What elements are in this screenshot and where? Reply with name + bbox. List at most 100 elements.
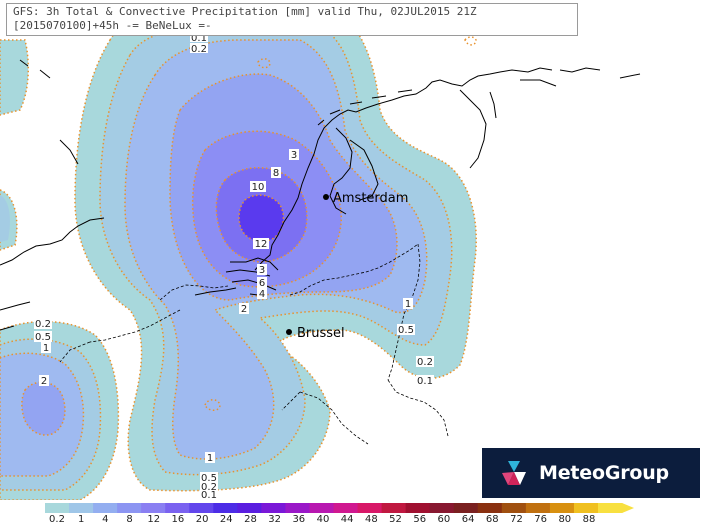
colorbar-tick-label: 12	[147, 514, 161, 525]
contour-label-1-east: 1	[403, 298, 413, 310]
colorbar-swatch	[573, 503, 599, 513]
contour-label-2-left: 2	[39, 375, 49, 387]
contour-label-0.5-east: 0.5	[397, 324, 415, 336]
contour-labels: 0.1 0.2 3 8 10 12	[34, 32, 434, 500]
colorbar-swatch	[309, 503, 335, 513]
coastlines	[0, 59, 641, 331]
meteogroup-logo: MeteoGroup	[482, 448, 700, 498]
contour-label-0.1-top: 0.1	[190, 32, 208, 44]
colorbar-tick-label: 52	[389, 514, 402, 525]
colorbar-tick-label: 4	[102, 514, 109, 525]
colorbar-arrow-icon	[622, 503, 635, 513]
contour-label-1-bottom: 1	[205, 452, 215, 464]
contour-label-text: 0.1	[417, 376, 433, 387]
contour-label-0.2-left: 0.2	[34, 318, 52, 330]
map-title-box: GFS: 3h Total & Convective Precipitation…	[6, 3, 578, 36]
colorbar-swatch	[285, 503, 310, 513]
colorbar-swatch	[189, 503, 214, 513]
colorbar-swatch	[598, 503, 623, 513]
city-label: Brussel	[297, 326, 345, 341]
colorbar-tick-label: 68	[485, 514, 499, 525]
colorbar-swatch	[69, 503, 94, 513]
colorbar-tick-label: 1	[77, 514, 85, 525]
colorbar-swatch	[333, 503, 359, 513]
city-label: Amsterdam	[333, 191, 408, 206]
contour-label-10: 10	[250, 181, 266, 193]
contour-label-text: 8	[273, 168, 279, 179]
colorbar-swatch	[381, 503, 407, 513]
colorbar-swatch	[549, 503, 575, 513]
contour-label-text: 10	[252, 182, 265, 193]
colorbar-tick-label: 76	[534, 514, 547, 525]
colorbar-tick-label: 56	[413, 514, 427, 525]
contour-label-2-center: 2	[239, 303, 249, 315]
colorbar-tick-label: 20	[195, 514, 209, 525]
contour-label-12: 12	[253, 238, 269, 250]
precip-band-12	[238, 194, 285, 243]
colorbar-swatch	[93, 503, 118, 513]
contour-label-6: 6	[257, 277, 267, 289]
colorbar-swatch	[45, 503, 70, 513]
precipitation-shading	[0, 9, 477, 500]
colorbar-swatch	[525, 503, 551, 513]
city-marker-icon	[286, 329, 292, 335]
colorbar-tick-label: 72	[510, 514, 523, 525]
map-title-line1: GFS: 3h Total & Convective Precipitation…	[13, 5, 477, 18]
map-title-line2: [2015070100]+45h -= BeNeLux =-	[13, 19, 212, 32]
cities: Amsterdam Brussel	[286, 191, 408, 341]
contour-label-text: 1	[43, 343, 49, 354]
colorbar-swatch	[261, 503, 286, 513]
contour-label-text: 1	[207, 453, 213, 464]
contour-label-text: 0.2	[35, 319, 51, 330]
contour-label-text: 4	[259, 289, 265, 300]
contour-label-0.2-top: 0.2	[190, 43, 208, 55]
contour-label-text: 6	[259, 278, 265, 289]
colorbar-tick-label: 40	[316, 514, 330, 525]
contour-label-0.2-bottom: 0.2	[200, 482, 218, 493]
city-amsterdam: Amsterdam	[323, 191, 408, 206]
contour-label-1-left: 1	[41, 342, 51, 354]
colorbar-tick-label: 28	[244, 514, 257, 525]
colorbar-swatch	[501, 503, 527, 513]
colorbar-tick-label: 80	[558, 514, 572, 525]
colorbar-tick-label: 16	[171, 514, 185, 525]
contour-label-text: 0.5	[35, 332, 51, 343]
colorbar-tick-label: 36	[292, 514, 306, 525]
colorbar	[45, 503, 635, 513]
colorbar-tick-label: 24	[219, 514, 233, 525]
contour-label-text: 3	[259, 265, 265, 276]
colorbar-tick-label: 48	[364, 514, 378, 525]
contour-label-text: 0.1	[191, 33, 207, 44]
contour-label-text: 12	[255, 239, 268, 250]
city-marker-icon	[323, 194, 329, 200]
colorbar-swatch	[357, 503, 383, 513]
colorbar-swatch	[429, 503, 455, 513]
colorbar-swatch	[141, 503, 166, 513]
contour-label-text: 1	[405, 299, 411, 310]
colorbar-swatch	[453, 503, 479, 513]
contour-label-text: 0.2	[191, 44, 207, 55]
colorbar-labels: 0.2 1 4 8 12 16 20 24 28 32 36 40 44 48 52 56 60 64 68 72 76…	[0, 514, 725, 528]
contour-label-8: 8	[271, 167, 281, 179]
contour-label-text: 3	[291, 150, 297, 161]
contour-label-text: 2	[41, 376, 47, 387]
contour-label-3-south: 3	[257, 264, 267, 276]
logo-text: MeteoGroup	[539, 462, 669, 484]
colorbar-tick-label: 64	[461, 514, 475, 525]
contour-label-text: 0.2	[417, 357, 433, 368]
colorbar-tick-label: 88	[582, 514, 596, 525]
contour-label-3-north: 3	[289, 149, 299, 161]
contour-label-4: 4	[257, 288, 267, 300]
colorbar-swatch	[165, 503, 190, 513]
colorbar-swatch	[117, 503, 142, 513]
colorbar-swatch	[477, 503, 503, 513]
colorbar-tick-label: 8	[126, 514, 133, 525]
colorbar-tick-label: 60	[437, 514, 451, 525]
contour-label-text: 2	[241, 304, 247, 315]
contour-label-text: 0.5	[398, 325, 414, 336]
colorbar-swatch	[405, 503, 431, 513]
city-brussel: Brussel	[286, 326, 345, 341]
meteogroup-logo-icon	[500, 459, 530, 487]
country-borders	[59, 243, 449, 445]
